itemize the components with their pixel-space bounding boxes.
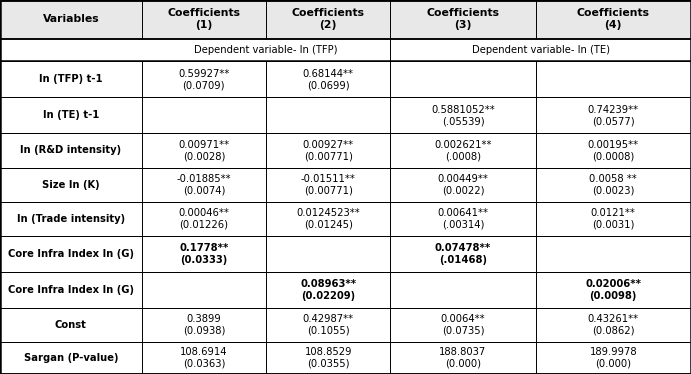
Text: 0.59927**
(0.0709): 0.59927** (0.0709)	[178, 68, 229, 90]
Text: 0.00641**
(.00314): 0.00641** (.00314)	[437, 208, 489, 230]
Text: 0.00927**
(0.00771): 0.00927** (0.00771)	[303, 140, 354, 161]
Text: 0.00971**
(0.0028): 0.00971** (0.0028)	[178, 140, 229, 161]
Bar	[0, 0, 691, 39]
Text: Coefficients
(4): Coefficients (4)	[577, 9, 650, 30]
Text: -0.01511**
(0.00771): -0.01511** (0.00771)	[301, 174, 356, 195]
Text: 189.9978
(0.000): 189.9978 (0.000)	[589, 347, 637, 369]
Text: ln (TFP) t-1: ln (TFP) t-1	[39, 74, 103, 85]
Text: 0.1778**
(0.0333): 0.1778** (0.0333)	[179, 243, 229, 265]
Text: 0.07478**
(.01468): 0.07478** (.01468)	[435, 243, 491, 265]
Text: Variables: Variables	[43, 14, 99, 24]
Text: 0.74239**
(0.0577): 0.74239** (0.0577)	[588, 105, 638, 126]
Text: 0.002621**
(.0008): 0.002621** (.0008)	[434, 140, 492, 161]
Text: ln (R&D intensity): ln (R&D intensity)	[20, 145, 122, 156]
Text: ln (Trade intensity): ln (Trade intensity)	[17, 214, 125, 224]
Text: 0.0121**
(0.0031): 0.0121** (0.0031)	[591, 208, 636, 230]
Text: 0.0058 **
(0.0023): 0.0058 ** (0.0023)	[589, 174, 637, 195]
Text: Coefficients
(3): Coefficients (3)	[426, 9, 500, 30]
Text: 0.3899
(0.0938): 0.3899 (0.0938)	[182, 314, 225, 336]
Text: 0.0064**
(0.0735): 0.0064** (0.0735)	[441, 314, 485, 336]
Text: 0.00046**
(0.01226): 0.00046** (0.01226)	[178, 208, 229, 230]
Text: 0.00195**
(0.0008): 0.00195** (0.0008)	[588, 140, 638, 161]
Text: Coefficients
(1): Coefficients (1)	[167, 9, 240, 30]
Text: 0.02006**
(0.0098): 0.02006** (0.0098)	[585, 279, 641, 301]
Text: Const: Const	[55, 320, 87, 330]
Text: 188.8037
(0.000): 188.8037 (0.000)	[439, 347, 486, 369]
Text: 0.68144**
(0.0699): 0.68144** (0.0699)	[303, 68, 354, 90]
Text: Core Infra Index ln (G): Core Infra Index ln (G)	[8, 249, 134, 259]
Text: Sargan (P-value): Sargan (P-value)	[23, 353, 118, 363]
Text: ln (TE) t-1: ln (TE) t-1	[43, 110, 99, 120]
Text: 0.00449**
(0.0022): 0.00449** (0.0022)	[437, 174, 489, 195]
Text: 108.8529
(0.0355): 108.8529 (0.0355)	[305, 347, 352, 369]
Text: 0.0124523**
(0.01245): 0.0124523** (0.01245)	[296, 208, 360, 230]
Text: 0.43261**
(0.0862): 0.43261** (0.0862)	[588, 314, 638, 336]
Text: Dependent variable- ln (TFP): Dependent variable- ln (TFP)	[194, 45, 338, 55]
Text: -0.01885**
(0.0074): -0.01885** (0.0074)	[176, 174, 231, 195]
Text: 108.6914
(0.0363): 108.6914 (0.0363)	[180, 347, 227, 369]
Text: 0.08963**
(0.02209): 0.08963** (0.02209)	[300, 279, 357, 301]
Text: Dependent variable- ln (TE): Dependent variable- ln (TE)	[472, 45, 609, 55]
Text: Size ln (K): Size ln (K)	[42, 180, 100, 190]
Text: Coefficients
(2): Coefficients (2)	[292, 9, 365, 30]
Text: 0.5881052**
(.05539): 0.5881052** (.05539)	[431, 105, 495, 126]
Text: Core Infra Index ln (G): Core Infra Index ln (G)	[8, 285, 134, 295]
Text: 0.42987**
(0.1055): 0.42987** (0.1055)	[303, 314, 354, 336]
